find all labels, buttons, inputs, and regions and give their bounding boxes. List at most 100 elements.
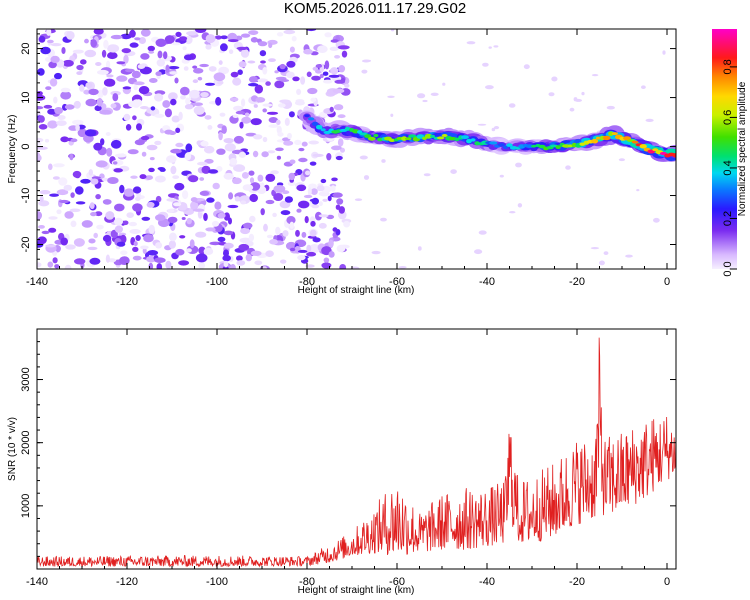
spectrogram-noise-cell	[189, 89, 201, 99]
spectrogram-noise-cell	[61, 47, 66, 54]
spectrogram-noise-cell	[94, 105, 102, 112]
spectrogram-ridge-cell	[489, 141, 498, 145]
spectrogram-noise-cell	[214, 35, 222, 40]
spectrogram-noise-cell	[50, 55, 60, 64]
spectrogram-noise-cell	[274, 70, 279, 74]
spectrogram-noise-cell	[336, 244, 346, 253]
spectrogram-noise-cell	[317, 45, 328, 53]
spectrogram-noise-cell	[339, 264, 347, 269]
spectrogram-noise-cell	[72, 49, 84, 54]
spectrogram-x-axis-label: Height of straight line (km)	[298, 285, 415, 296]
spectrogram-noise-cell	[287, 132, 292, 140]
snr-x-tick-label: -140	[26, 576, 48, 588]
spectrogram-noise-cell	[198, 262, 206, 269]
spectrogram-noise-cell	[265, 199, 275, 205]
spectrogram-noise-cell	[208, 66, 217, 72]
spectrogram-noise-cell	[132, 186, 142, 194]
spectrogram-noise-cell	[54, 72, 62, 80]
spectrogram-noise-cell	[130, 175, 138, 179]
spectrogram-noise-cell	[241, 33, 251, 38]
spectrogram-noise-cell	[306, 244, 312, 253]
spectrogram-noise-cell	[38, 225, 45, 229]
spectrogram-noise-cell	[195, 29, 207, 33]
spectrogram-noise-cell	[297, 254, 306, 261]
spectrogram-noise-cell	[182, 190, 189, 200]
spectrogram-noise-cell	[333, 104, 344, 111]
spectrogram-noise-cell	[64, 211, 74, 219]
spectrogram-x-tick-label: -40	[479, 276, 495, 288]
spectrogram-noise-cell	[268, 58, 276, 62]
spectrogram-ridge-cell	[531, 144, 537, 148]
spectrogram-noise-cell	[337, 45, 350, 50]
spectrogram-noise-cell	[37, 106, 44, 110]
spectrogram-noise-cell	[259, 50, 267, 57]
spectrogram-noise-cell	[77, 128, 88, 138]
spectrogram-noise-cell	[171, 42, 181, 46]
spectrogram-noise-cell	[332, 88, 345, 94]
spectrogram-noise-cell	[56, 209, 62, 215]
spectrogram-noise-cell	[199, 177, 205, 181]
spectrogram-noise-cell	[95, 160, 108, 168]
spectrogram-noise-cell	[101, 177, 109, 182]
spectrogram-noise-cell	[323, 257, 330, 263]
spectrogram-noise-cell	[186, 217, 192, 225]
colorbar-tick-label: 0.4	[722, 160, 734, 175]
spectrogram-noise-cell	[147, 45, 155, 52]
spectrogram-noise-cell	[241, 172, 249, 179]
snr-frame	[36, 328, 677, 570]
spectrogram-noise-cell	[143, 234, 154, 243]
spectrogram-noise-cell	[224, 143, 236, 152]
spectrogram-noise-cell	[47, 120, 58, 129]
spectrogram-noise-cell	[199, 190, 210, 196]
spectrogram-faint-cell	[380, 217, 387, 222]
colorbar-label: Normalized spectral amplitude	[737, 81, 748, 216]
spectrogram-noise-cell	[265, 250, 274, 257]
spectrogram-noise-cell	[135, 235, 141, 241]
spectrogram-noise-cell	[37, 236, 47, 245]
spectrogram-y-tick-label: 0	[20, 143, 32, 149]
spectrogram-noise-cell	[298, 147, 305, 152]
spectrogram-noise-cell	[303, 48, 313, 55]
spectrogram-x-tick-label: -80	[299, 276, 315, 288]
spectrogram-x-tick-label: -120	[116, 276, 138, 288]
spectrogram-x-tick-label: 0	[664, 276, 670, 288]
spectrogram-ridge-cell	[367, 136, 376, 141]
spectrogram-noise-cell	[318, 222, 327, 229]
spectrogram-noise-cell	[62, 59, 74, 67]
spectrogram-noise-cell	[193, 68, 204, 74]
spectrogram-faint-cell	[488, 46, 492, 49]
spectrogram-noise-cell	[76, 71, 83, 75]
spectrogram-noise-cell	[110, 139, 122, 149]
spectrogram-noise-cell	[114, 203, 125, 212]
spectrogram-noise-cell	[148, 224, 155, 234]
spectrogram-noise-cell	[156, 59, 165, 67]
spectrogram-noise-cell	[294, 139, 302, 145]
spectrogram-faint-cell	[590, 247, 600, 250]
spectrogram-noise-cell	[99, 109, 112, 115]
spectrogram-noise-cell	[139, 174, 147, 180]
spectrogram-noise-cell	[128, 221, 137, 227]
spectrogram-noise-cell	[240, 227, 251, 235]
spectrogram-noise-cell	[283, 140, 294, 146]
spectrogram-ridge-cell	[320, 128, 326, 132]
spectrogram-noise-cell	[129, 29, 136, 38]
spectrogram-noise-cell	[193, 102, 203, 106]
spectrogram-noise-cell	[163, 51, 168, 60]
spectrogram-noise-cell	[118, 232, 127, 236]
spectrogram-noise-cell	[200, 92, 209, 98]
spectrogram-noise-cell	[183, 66, 189, 71]
spectrogram-noise-cell	[81, 220, 93, 228]
snr-y-tick-label: 1000	[20, 494, 32, 518]
spectrogram-noise-cell	[242, 184, 254, 191]
spectrogram-noise-cell	[310, 97, 317, 103]
spectrogram-noise-cell	[265, 173, 276, 182]
spectrogram-noise-cell	[217, 80, 224, 85]
spectrogram-noise-cell	[326, 153, 332, 161]
spectrogram-noise-cell	[247, 60, 256, 64]
spectrogram-noise-cell	[154, 113, 165, 118]
spectrogram-noise-cell	[102, 234, 112, 243]
spectrogram-noise-cell	[54, 107, 63, 115]
spectrogram-noise-cell	[129, 229, 141, 234]
spectrogram-noise-cell	[240, 49, 250, 58]
spectrogram-noise-cell	[49, 193, 59, 197]
